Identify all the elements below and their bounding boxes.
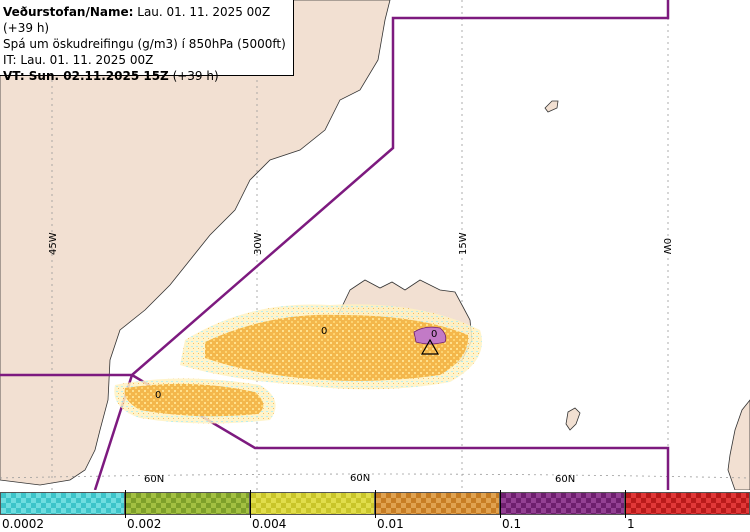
longitude-label-15w: 15W — [458, 232, 469, 255]
contour-label: 0 — [155, 390, 161, 401]
legend-swatch-2 — [250, 492, 375, 515]
legend-swatch-3 — [375, 492, 500, 515]
legend-swatch-0 — [0, 492, 125, 515]
concentration-legend: 0.0002 0.002 0.004 0.01 0.1 1 — [0, 490, 750, 532]
forecast-info-box: Veðurstofan/Name: Lau. 01. 11. 2025 00Z … — [0, 0, 294, 83]
issuer-line: Veðurstofan/Name: Lau. 01. 11. 2025 00Z … — [3, 5, 271, 35]
latitude-label: 60N — [144, 474, 164, 485]
ash-low-concentration-area — [205, 314, 469, 381]
contour-label: 0 — [321, 326, 327, 337]
issue-time: IT: Lau. 01. 11. 2025 00Z — [3, 53, 154, 67]
longitude-label-45w: 45W — [48, 232, 59, 255]
legend-label-4: 0.1 — [502, 517, 522, 531]
latitude-label: 60N — [555, 474, 575, 485]
longitude-label-30w: 30W — [253, 232, 264, 255]
legend-tick — [375, 490, 376, 518]
faroe-islands — [565, 407, 581, 431]
ash-cloud — [114, 304, 482, 424]
graticule — [0, 0, 750, 490]
legend-swatch-4 — [500, 492, 625, 515]
legend-label-5: 1 — [627, 517, 635, 531]
legend-tick — [625, 490, 626, 518]
legend-tick — [500, 490, 501, 518]
legend-tick — [125, 490, 126, 518]
scandinavia-land — [727, 399, 750, 490]
ash-dispersion-map: 0 0 0 45W 30W 15W 0W 60N 60N 60N — [0, 0, 750, 490]
contour-label: 0 — [431, 329, 437, 340]
legend-label-2: 0.004 — [252, 517, 287, 531]
legend-label-1: 0.002 — [127, 517, 162, 531]
legend-label-0: 0.0002 — [2, 517, 44, 531]
volcano-marker-icon — [420, 338, 440, 355]
product-description: Spá um öskudreifingu (g/m3) í 850hPa (50… — [3, 37, 286, 51]
jan-mayen-island — [544, 100, 559, 113]
valid-time: VT: Sun. 02.11.2025 15Z (+39 h) — [3, 69, 219, 83]
ash-high-concentration-area — [413, 326, 447, 345]
legend-swatch-5 — [625, 492, 750, 515]
legend-tick — [250, 490, 251, 518]
legend-swatch-1 — [125, 492, 250, 515]
legend-label-3: 0.01 — [377, 517, 404, 531]
greenland-land — [0, 0, 391, 486]
longitude-label-0w: 0W — [661, 238, 672, 254]
ash-low-lower-plume — [124, 383, 264, 417]
latitude-label: 60N — [350, 473, 370, 484]
